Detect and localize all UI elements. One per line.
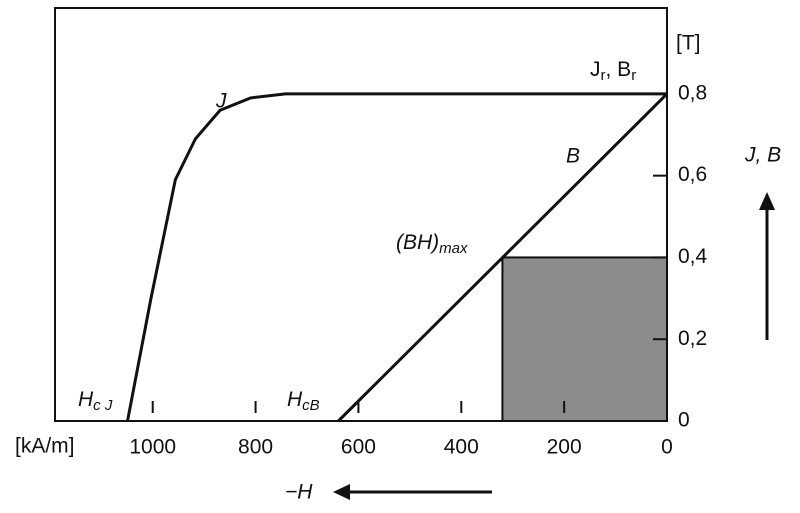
curve	[337, 92, 669, 423]
x-tick-label: 0	[661, 436, 673, 459]
x-label: −H	[285, 481, 313, 504]
y-unit: [T]	[676, 32, 701, 55]
plot-frame	[54, 7, 668, 422]
hcb-label: HcB	[287, 388, 320, 414]
y-arrow-head	[759, 192, 775, 210]
x-tick-label: 1000	[129, 436, 176, 459]
series-label: J	[215, 90, 227, 113]
x-tick-label: 200	[547, 436, 582, 459]
x-unit: [kA/m]	[15, 435, 75, 458]
y-tick-label: 0,2	[678, 327, 707, 350]
y-tick-label: 0	[678, 409, 690, 432]
y-tick-label: 0,6	[678, 163, 707, 186]
remanence-label: Jr, Br	[590, 58, 636, 84]
bhmax-label: (BH)max	[396, 231, 468, 257]
y-tick-label: 0,4	[678, 245, 708, 268]
series-label: B	[566, 145, 580, 168]
x-tick-label: 600	[341, 436, 376, 459]
hcj-label: Hc J	[78, 388, 113, 414]
x-arrow-head	[333, 484, 350, 500]
curve	[126, 92, 667, 422]
bh-max-area	[501, 256, 668, 422]
y-tick-label: 0,8	[678, 81, 707, 104]
y-label: J, B	[744, 144, 781, 167]
x-tick-label: 400	[444, 436, 479, 459]
x-tick-label: 800	[238, 436, 273, 459]
